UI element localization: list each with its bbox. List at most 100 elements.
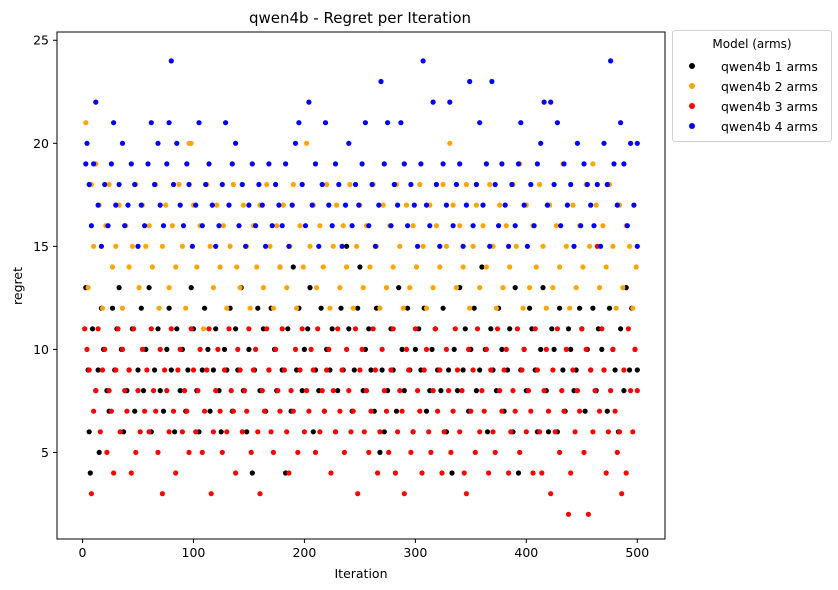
data-point bbox=[588, 367, 594, 373]
data-point bbox=[510, 388, 516, 394]
data-point bbox=[301, 346, 307, 352]
data-point bbox=[200, 326, 207, 332]
data-point bbox=[477, 120, 483, 126]
data-point bbox=[207, 243, 213, 249]
data-point bbox=[314, 285, 320, 291]
legend-label-3: qwen4b 3 arms bbox=[721, 98, 818, 114]
data-point bbox=[255, 305, 261, 311]
data-point bbox=[403, 202, 410, 208]
data-point bbox=[583, 346, 589, 352]
data-point bbox=[415, 243, 421, 249]
data-point bbox=[624, 223, 630, 229]
data-point bbox=[150, 388, 157, 394]
data-point bbox=[240, 202, 246, 208]
data-point bbox=[111, 120, 117, 126]
data-point bbox=[173, 264, 179, 270]
data-point bbox=[361, 429, 367, 435]
data-point bbox=[517, 449, 523, 455]
data-point bbox=[584, 181, 590, 188]
data-point bbox=[572, 429, 578, 435]
data-point bbox=[210, 285, 216, 291]
data-point bbox=[452, 326, 458, 332]
data-point bbox=[160, 408, 167, 414]
data-point bbox=[472, 449, 478, 455]
data-point bbox=[460, 264, 466, 270]
data-point bbox=[283, 161, 289, 167]
data-point bbox=[196, 120, 202, 126]
data-point bbox=[541, 388, 547, 394]
data-point bbox=[344, 264, 350, 270]
data-point bbox=[626, 243, 633, 249]
data-point bbox=[146, 285, 152, 291]
data-point bbox=[372, 243, 378, 249]
data-point bbox=[300, 264, 306, 270]
data-point bbox=[567, 305, 573, 311]
data-point bbox=[499, 408, 505, 414]
data-point bbox=[632, 346, 638, 352]
data-point bbox=[228, 388, 234, 394]
data-point bbox=[571, 243, 577, 249]
data-point bbox=[224, 305, 230, 311]
data-point bbox=[128, 161, 134, 167]
data-point bbox=[492, 449, 498, 455]
data-point bbox=[86, 181, 92, 188]
data-point bbox=[153, 408, 159, 414]
data-point bbox=[270, 305, 276, 311]
data-point bbox=[273, 346, 279, 352]
data-point bbox=[233, 470, 239, 476]
data-point bbox=[368, 408, 374, 414]
data-point bbox=[554, 326, 561, 332]
data-point bbox=[89, 326, 96, 332]
data-point bbox=[128, 470, 134, 476]
data-point bbox=[148, 326, 154, 332]
data-point bbox=[109, 305, 116, 311]
data-point bbox=[393, 408, 400, 414]
data-point bbox=[220, 223, 226, 229]
legend-item-3: qwen4b 3 arms bbox=[681, 97, 818, 115]
data-point bbox=[86, 429, 92, 435]
data-point bbox=[239, 429, 245, 435]
data-point bbox=[126, 367, 132, 373]
data-point bbox=[506, 243, 512, 249]
data-point bbox=[229, 161, 235, 167]
series-2 bbox=[83, 120, 639, 332]
data-point bbox=[634, 367, 640, 373]
data-point bbox=[377, 305, 383, 311]
data-point bbox=[410, 429, 416, 435]
data-point bbox=[545, 408, 552, 414]
data-point bbox=[297, 367, 303, 373]
data-point bbox=[438, 388, 444, 394]
data-point bbox=[598, 243, 604, 249]
data-point bbox=[98, 243, 104, 249]
data-point bbox=[344, 243, 350, 249]
data-point bbox=[160, 223, 167, 229]
data-point bbox=[507, 326, 513, 332]
data-point bbox=[508, 429, 514, 435]
data-point bbox=[266, 367, 272, 373]
data-point bbox=[135, 388, 141, 394]
data-point bbox=[370, 326, 376, 332]
data-point bbox=[377, 449, 383, 455]
series-1 bbox=[83, 243, 640, 476]
data-point bbox=[506, 470, 512, 476]
data-point bbox=[561, 408, 567, 414]
data-point bbox=[97, 429, 103, 435]
data-point bbox=[530, 470, 536, 476]
data-point bbox=[280, 202, 286, 208]
data-point bbox=[230, 181, 236, 188]
data-point bbox=[514, 326, 521, 332]
data-point bbox=[392, 470, 398, 476]
data-point bbox=[587, 243, 593, 249]
data-point bbox=[457, 161, 463, 167]
data-point bbox=[533, 264, 539, 270]
data-point bbox=[290, 264, 296, 270]
data-point bbox=[226, 202, 232, 208]
data-point bbox=[541, 99, 547, 105]
data-point bbox=[329, 223, 335, 229]
legend-item-2: qwen4b 2 arms bbox=[681, 77, 818, 95]
data-point bbox=[519, 367, 525, 373]
data-point bbox=[113, 243, 119, 249]
data-point bbox=[553, 223, 559, 229]
data-point bbox=[527, 305, 533, 311]
